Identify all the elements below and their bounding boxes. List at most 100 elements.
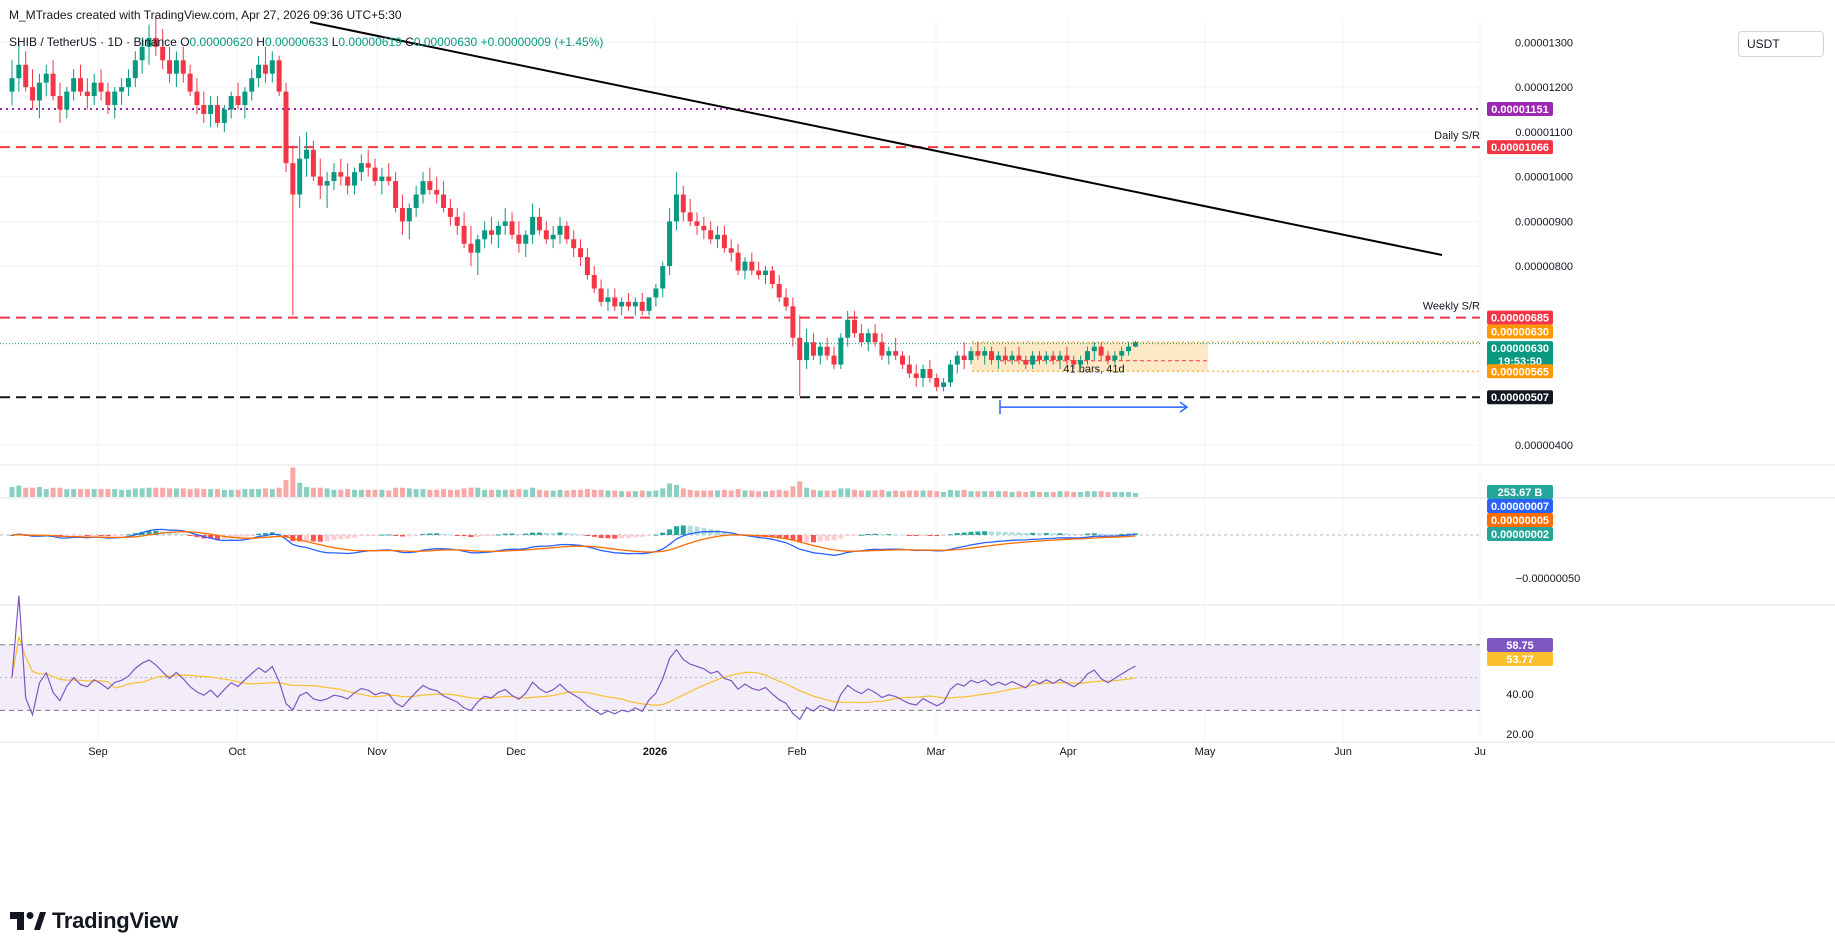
volume-bar (269, 489, 275, 497)
price-axis-tick: 0.00001200 (1515, 82, 1573, 94)
candle-body (1084, 351, 1090, 361)
volume-bar (98, 489, 104, 497)
candle-body (769, 270, 775, 285)
volume-bar (50, 487, 56, 497)
signal-value-tag: 0.00000005 (1487, 513, 1553, 527)
macd-histogram-bar (1030, 532, 1036, 535)
macd-histogram-bar (1098, 533, 1104, 535)
candle-body (989, 351, 995, 361)
candle-body (530, 216, 536, 235)
currency-button[interactable]: USDT (1738, 31, 1824, 57)
volume-bar (947, 489, 953, 497)
volume-bar (495, 489, 501, 497)
rsi-ma-tag-bg (1487, 652, 1553, 666)
volume-bar (30, 487, 36, 497)
candle-body (454, 216, 460, 226)
price-axis-tick: 0.00000800 (1515, 261, 1573, 273)
price-axis-tick: 0.00001100 (1515, 127, 1572, 139)
price-axis-tick: 0.00001000 (1515, 172, 1573, 184)
macd-histogram-bar (852, 535, 858, 536)
candle-body (201, 105, 207, 114)
volume-bar (249, 489, 255, 497)
volume-bar (872, 490, 878, 497)
candle-body (71, 78, 77, 92)
weekly-sr-tag-bg (1487, 310, 1553, 325)
volume-bar (578, 489, 584, 497)
candle-body (16, 64, 22, 79)
macd-histogram-bar (865, 533, 871, 535)
macd-histogram-bar (530, 532, 536, 535)
volume-bar (331, 489, 337, 497)
macd-histogram-bar (961, 532, 967, 535)
candle-body (125, 78, 131, 88)
macd-histogram-bar (399, 535, 405, 537)
volume-bar (995, 491, 1001, 497)
volume-bar (461, 488, 467, 497)
macd-value-tag-text: 0.00000007 (1491, 501, 1549, 513)
candle-body (331, 172, 337, 182)
candle-body (954, 355, 960, 365)
volume-bar (673, 484, 679, 497)
volume-bar (256, 489, 262, 497)
macd-histogram-bar (78, 535, 83, 536)
candle-body (810, 342, 816, 356)
macd-histogram-bar (105, 535, 111, 536)
volume-bar (1078, 491, 1084, 497)
candle-body (687, 212, 693, 222)
macd-histogram-bar (1050, 533, 1056, 535)
volume-bar (701, 490, 707, 497)
macd-histogram-bar (235, 535, 241, 538)
candle-body (913, 373, 919, 378)
volume-bar (571, 489, 577, 497)
symbol-name[interactable]: SHIB / TetherUS · 1D · Binance (9, 35, 177, 49)
candle-body (557, 225, 563, 235)
candle-body (673, 194, 679, 222)
volume-bar (379, 489, 385, 497)
volume-bar (639, 490, 645, 497)
volume-bar (482, 489, 488, 497)
volume-bar (584, 489, 590, 497)
histogram-value-tag-bg (1487, 527, 1553, 541)
volume-bar (852, 489, 858, 497)
candle-body (180, 60, 186, 74)
candle-body (64, 91, 70, 110)
macd-histogram-bar (352, 535, 357, 538)
volume-bar (9, 487, 15, 497)
candle-body (858, 333, 864, 343)
candle-body (1043, 355, 1049, 361)
symbol-legend: SHIB / TetherUS · 1D · Binance O0.000006… (9, 35, 603, 49)
candle-body (57, 96, 63, 110)
rsi-line (11, 595, 1136, 721)
volume-bar (475, 487, 481, 497)
range-box-label: 41 bars, 41d (1063, 364, 1124, 376)
macd-histogram-bar (324, 535, 330, 542)
macd-histogram-bar (91, 535, 97, 536)
macd-histogram-bar (879, 534, 885, 536)
volume-bar (1002, 491, 1008, 497)
rsi-value-tag-text: 58.75 (1506, 640, 1534, 652)
macd-histogram-bar (632, 535, 638, 538)
candle-body (721, 234, 727, 249)
macd-histogram-bar (1132, 533, 1138, 535)
volume-bar (564, 490, 570, 497)
volume-bar (687, 489, 693, 497)
candle-body (1050, 355, 1056, 361)
candle-body (160, 46, 166, 61)
volume-tag-bg (1487, 485, 1553, 499)
macd-histogram-bar (502, 533, 508, 535)
volume-bar (180, 488, 186, 497)
brand-logo[interactable]: TradingView (10, 908, 178, 934)
legend-open: 0.00000620 (189, 35, 253, 49)
volume-bar (810, 489, 816, 497)
macd-histogram-bar (194, 535, 200, 538)
candle-body (502, 221, 508, 226)
candle-body (297, 158, 303, 195)
macd-histogram-bar (1043, 533, 1049, 535)
macd-histogram-bar (447, 534, 453, 536)
macd-histogram-bar (167, 532, 173, 535)
volume-bar (489, 489, 494, 497)
volume-bar (605, 490, 611, 497)
macd-histogram-bar (1037, 533, 1042, 535)
candle-body (262, 64, 268, 74)
